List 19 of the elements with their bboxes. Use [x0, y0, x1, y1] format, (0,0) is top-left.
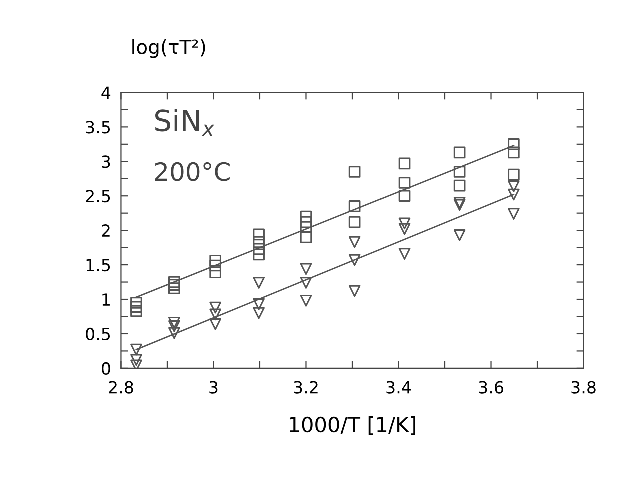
- x-axis-title: 1000/T [1/K]: [290, 416, 416, 436]
- y-tick-label: 4: [102, 86, 111, 100]
- y-tick-label: 2.5: [86, 190, 110, 203]
- annotation: SiN$_{x}$: [156, 109, 215, 136]
- y-axis-title: log(τT²): [132, 39, 206, 58]
- y-tick-label: 1: [102, 294, 110, 306]
- x-tick-label: 3: [210, 381, 218, 394]
- y-tick-label: 3: [102, 156, 110, 168]
- x-tick-label: 3.4: [386, 381, 412, 394]
- y-tick-label: 2: [102, 224, 110, 237]
- x-tick-label: 3.8: [572, 381, 596, 394]
- y-tick-label: 3.5: [86, 121, 110, 134]
- y-tick-label: 0.5: [86, 328, 110, 341]
- x-tick-label: 3.6: [479, 381, 504, 394]
- x-tick-label: 2.8: [109, 381, 134, 394]
- annotation: 200°C: [155, 162, 230, 182]
- y-tick-label: 0: [102, 362, 110, 376]
- y-tick-label: 1.5: [86, 259, 110, 272]
- x-tick-label: 3.2: [294, 381, 318, 394]
